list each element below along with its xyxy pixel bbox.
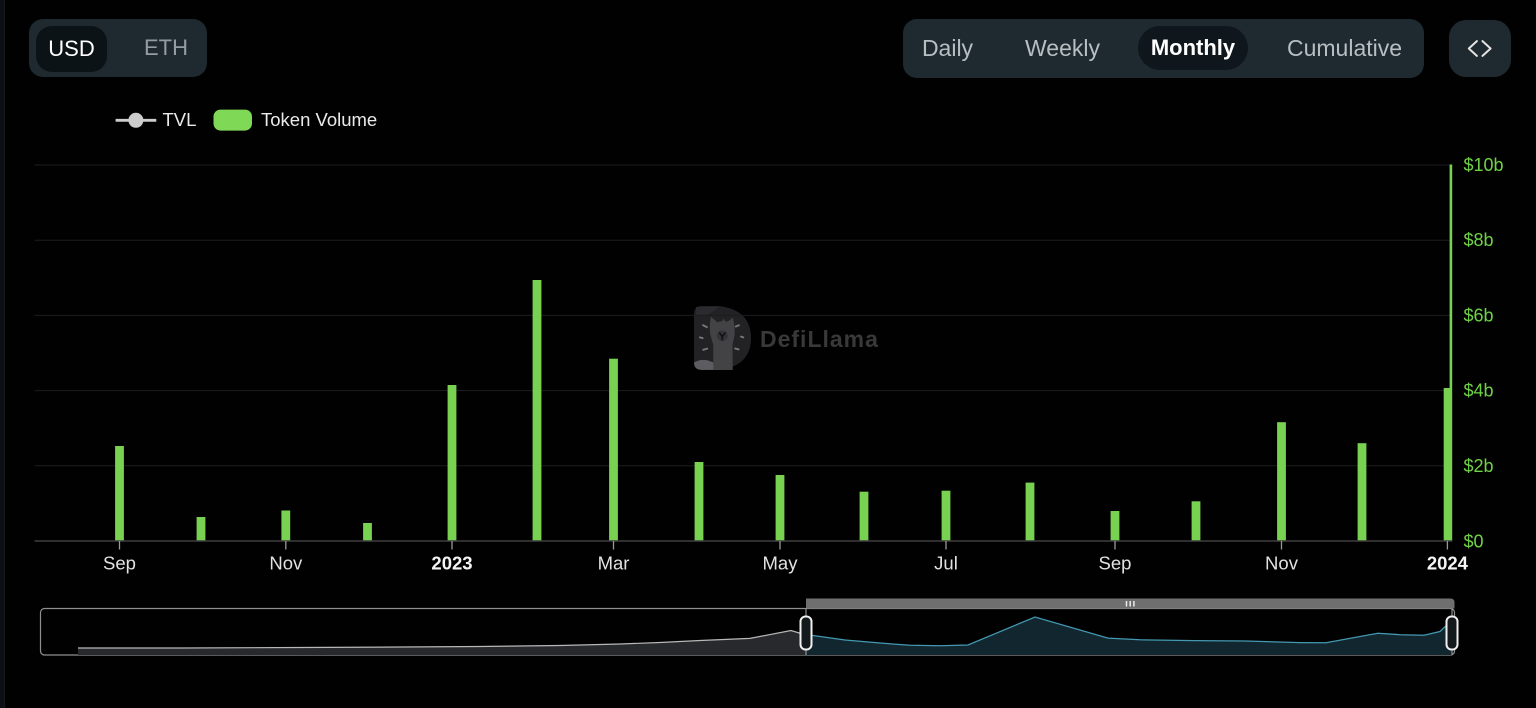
svg-text:May: May <box>763 553 799 574</box>
svg-text:Sep: Sep <box>103 553 136 574</box>
svg-text:Nov: Nov <box>1265 553 1299 574</box>
svg-text:2023: 2023 <box>431 553 472 574</box>
svg-text:Sep: Sep <box>1099 553 1132 574</box>
svg-text:Jul: Jul <box>934 553 958 574</box>
svg-text:$0: $0 <box>1464 532 1484 552</box>
svg-text:$4b: $4b <box>1464 381 1494 401</box>
svg-text:$10b: $10b <box>1464 155 1504 175</box>
svg-text:Token Volume: Token Volume <box>261 109 377 130</box>
svg-text:TVL: TVL <box>163 109 197 130</box>
svg-text:DefiLlama: DefiLlama <box>760 326 879 352</box>
svg-text:2024: 2024 <box>1427 553 1469 574</box>
svg-text:$6b: $6b <box>1464 306 1494 326</box>
svg-text:Mar: Mar <box>598 553 630 574</box>
svg-text:$8b: $8b <box>1464 230 1494 250</box>
svg-text:$2b: $2b <box>1464 456 1494 476</box>
svg-text:Nov: Nov <box>269 553 303 574</box>
